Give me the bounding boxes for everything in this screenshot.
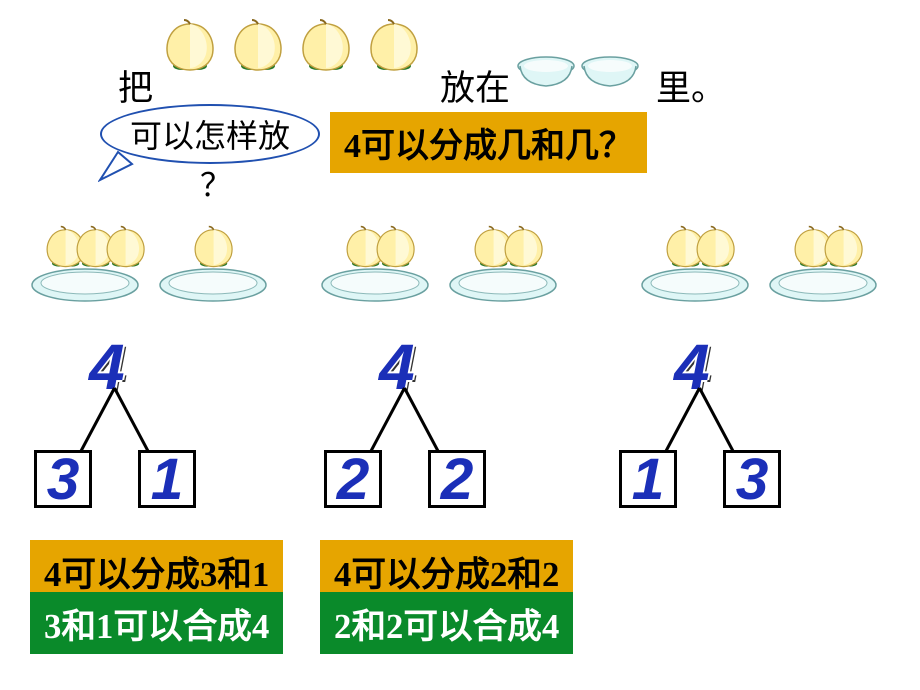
- statements: 4可以分成3和14可以分成2和23和1可以合成42和2可以合成4: [0, 0, 920, 690]
- statement-banner: 2和2可以合成4: [320, 592, 573, 654]
- statement-banner: 3和1可以合成4: [30, 592, 283, 654]
